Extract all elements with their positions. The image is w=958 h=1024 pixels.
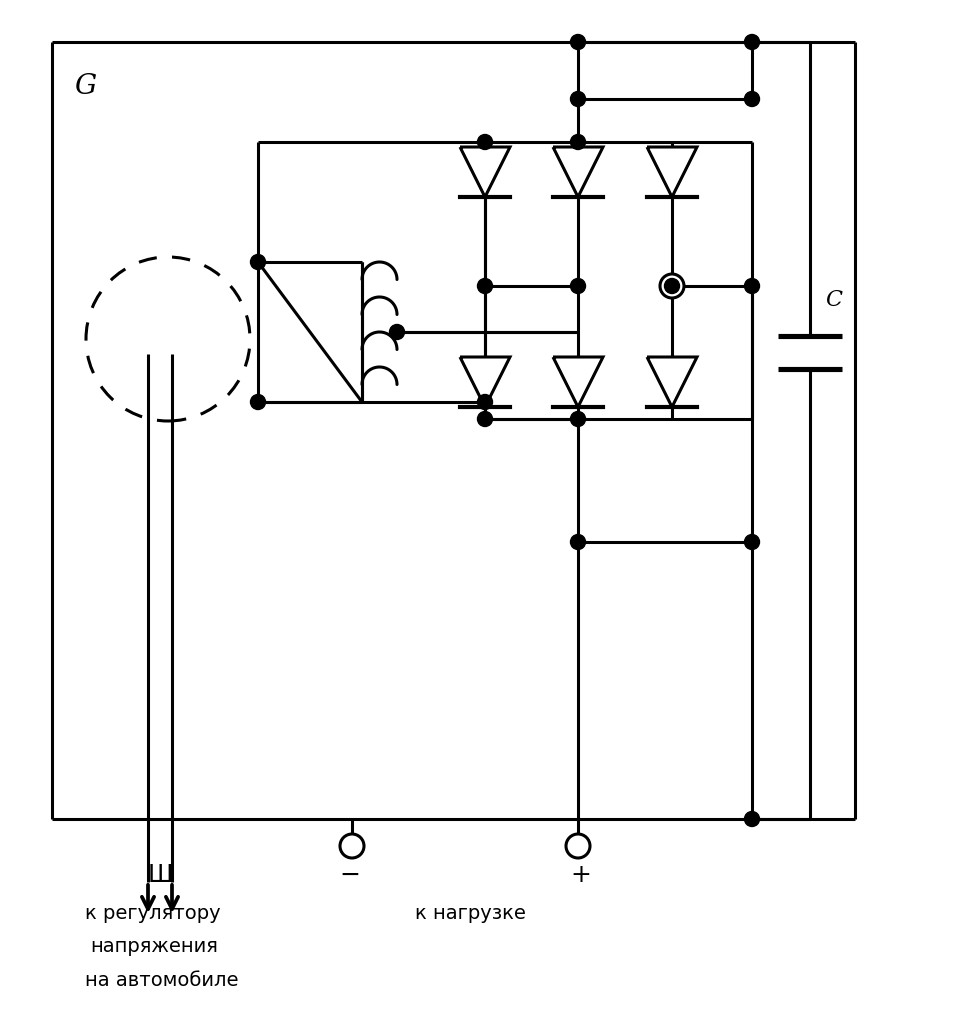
- Text: напряжения: напряжения: [90, 937, 217, 956]
- Circle shape: [250, 255, 265, 269]
- Circle shape: [477, 394, 492, 410]
- Circle shape: [744, 279, 760, 294]
- Text: C: C: [825, 289, 842, 311]
- Circle shape: [665, 279, 679, 294]
- Circle shape: [744, 811, 760, 826]
- Polygon shape: [647, 147, 697, 197]
- Text: к нагрузке: к нагрузке: [415, 904, 526, 923]
- Circle shape: [477, 134, 492, 150]
- Circle shape: [571, 134, 585, 150]
- Circle shape: [477, 412, 492, 427]
- Text: −: −: [339, 863, 360, 887]
- Circle shape: [744, 35, 760, 49]
- Text: +: +: [570, 863, 591, 887]
- Text: G: G: [74, 73, 96, 100]
- Circle shape: [571, 535, 585, 550]
- Polygon shape: [460, 147, 510, 197]
- Circle shape: [390, 325, 404, 340]
- Circle shape: [571, 91, 585, 106]
- Polygon shape: [647, 357, 697, 407]
- Circle shape: [340, 834, 364, 858]
- Text: к регулятору: к регулятору: [85, 904, 220, 923]
- Circle shape: [477, 279, 492, 294]
- Circle shape: [660, 274, 684, 298]
- Polygon shape: [553, 357, 603, 407]
- Circle shape: [571, 279, 585, 294]
- Text: на автомобиле: на автомобиле: [85, 971, 239, 990]
- Polygon shape: [460, 357, 510, 407]
- Circle shape: [744, 91, 760, 106]
- Circle shape: [571, 35, 585, 49]
- Circle shape: [566, 834, 590, 858]
- Circle shape: [250, 394, 265, 410]
- Circle shape: [571, 412, 585, 427]
- Text: Ш: Ш: [148, 863, 172, 887]
- Circle shape: [744, 535, 760, 550]
- Polygon shape: [553, 147, 603, 197]
